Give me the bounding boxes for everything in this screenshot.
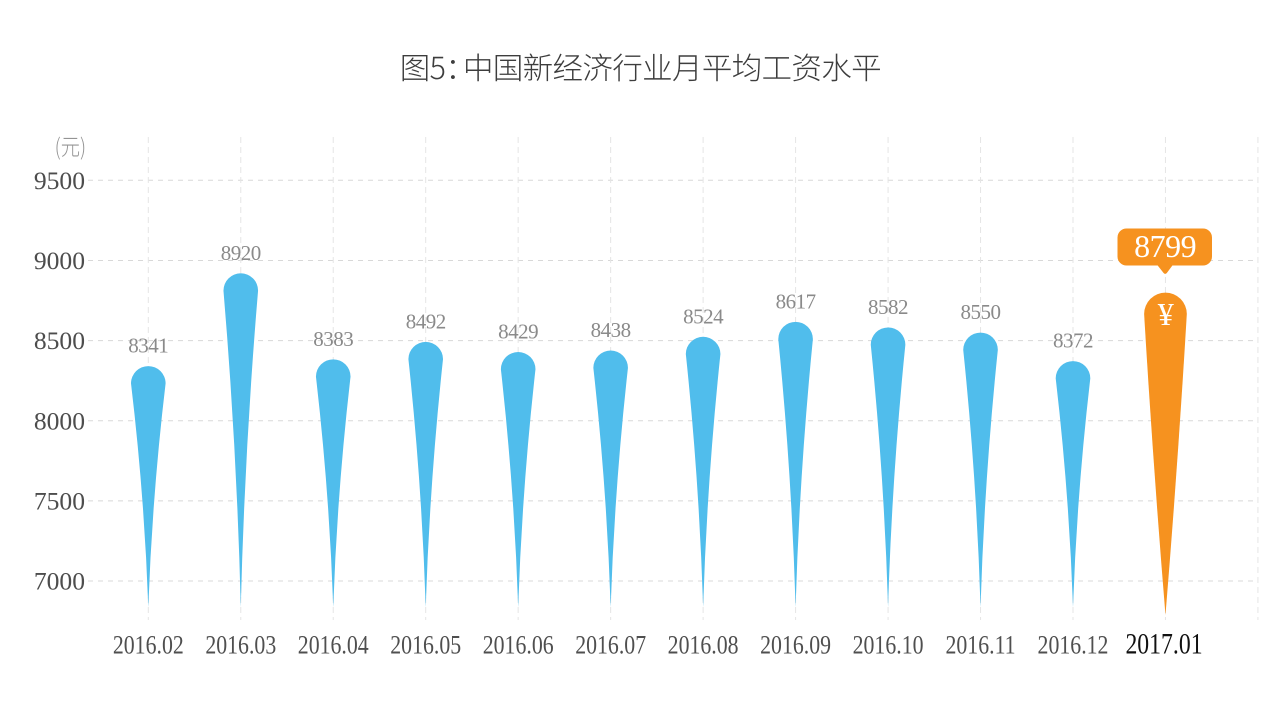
svg-text:2016.08: 2016.08 (668, 632, 739, 660)
svg-text:8383: 8383 (313, 327, 353, 351)
svg-text:7000: 7000 (34, 567, 85, 596)
svg-text:2016.03: 2016.03 (205, 632, 276, 660)
svg-text:9500: 9500 (34, 166, 85, 195)
svg-text:8617: 8617 (776, 289, 816, 313)
svg-text:2017.01: 2017.01 (1125, 627, 1202, 660)
svg-text:9000: 9000 (34, 246, 85, 275)
svg-text:2016.12: 2016.12 (1038, 632, 1109, 660)
svg-text:2016.06: 2016.06 (483, 632, 554, 660)
svg-text:8524: 8524 (683, 304, 724, 328)
svg-text:8500: 8500 (34, 326, 85, 355)
svg-text:8372: 8372 (1053, 329, 1093, 353)
svg-text:2016.09: 2016.09 (760, 632, 831, 660)
svg-text:8492: 8492 (406, 309, 446, 333)
svg-text:8920: 8920 (221, 241, 261, 265)
svg-text:2016.02: 2016.02 (113, 632, 184, 660)
svg-text:8000: 8000 (34, 406, 85, 435)
svg-text:2016.07: 2016.07 (575, 632, 646, 660)
svg-text:8438: 8438 (591, 318, 631, 342)
svg-text:¥: ¥ (1158, 296, 1174, 332)
svg-text:8341: 8341 (128, 334, 168, 358)
svg-text:2016.05: 2016.05 (390, 632, 461, 660)
svg-text:2016.10: 2016.10 (853, 632, 924, 660)
svg-text:8582: 8582 (868, 295, 908, 319)
svg-text:8550: 8550 (961, 300, 1001, 324)
svg-text:2016.11: 2016.11 (945, 632, 1015, 660)
svg-text:8429: 8429 (498, 319, 538, 343)
svg-text:8799: 8799 (1134, 228, 1196, 264)
svg-text:2016.04: 2016.04 (298, 632, 369, 660)
svg-text:7500: 7500 (34, 486, 85, 515)
